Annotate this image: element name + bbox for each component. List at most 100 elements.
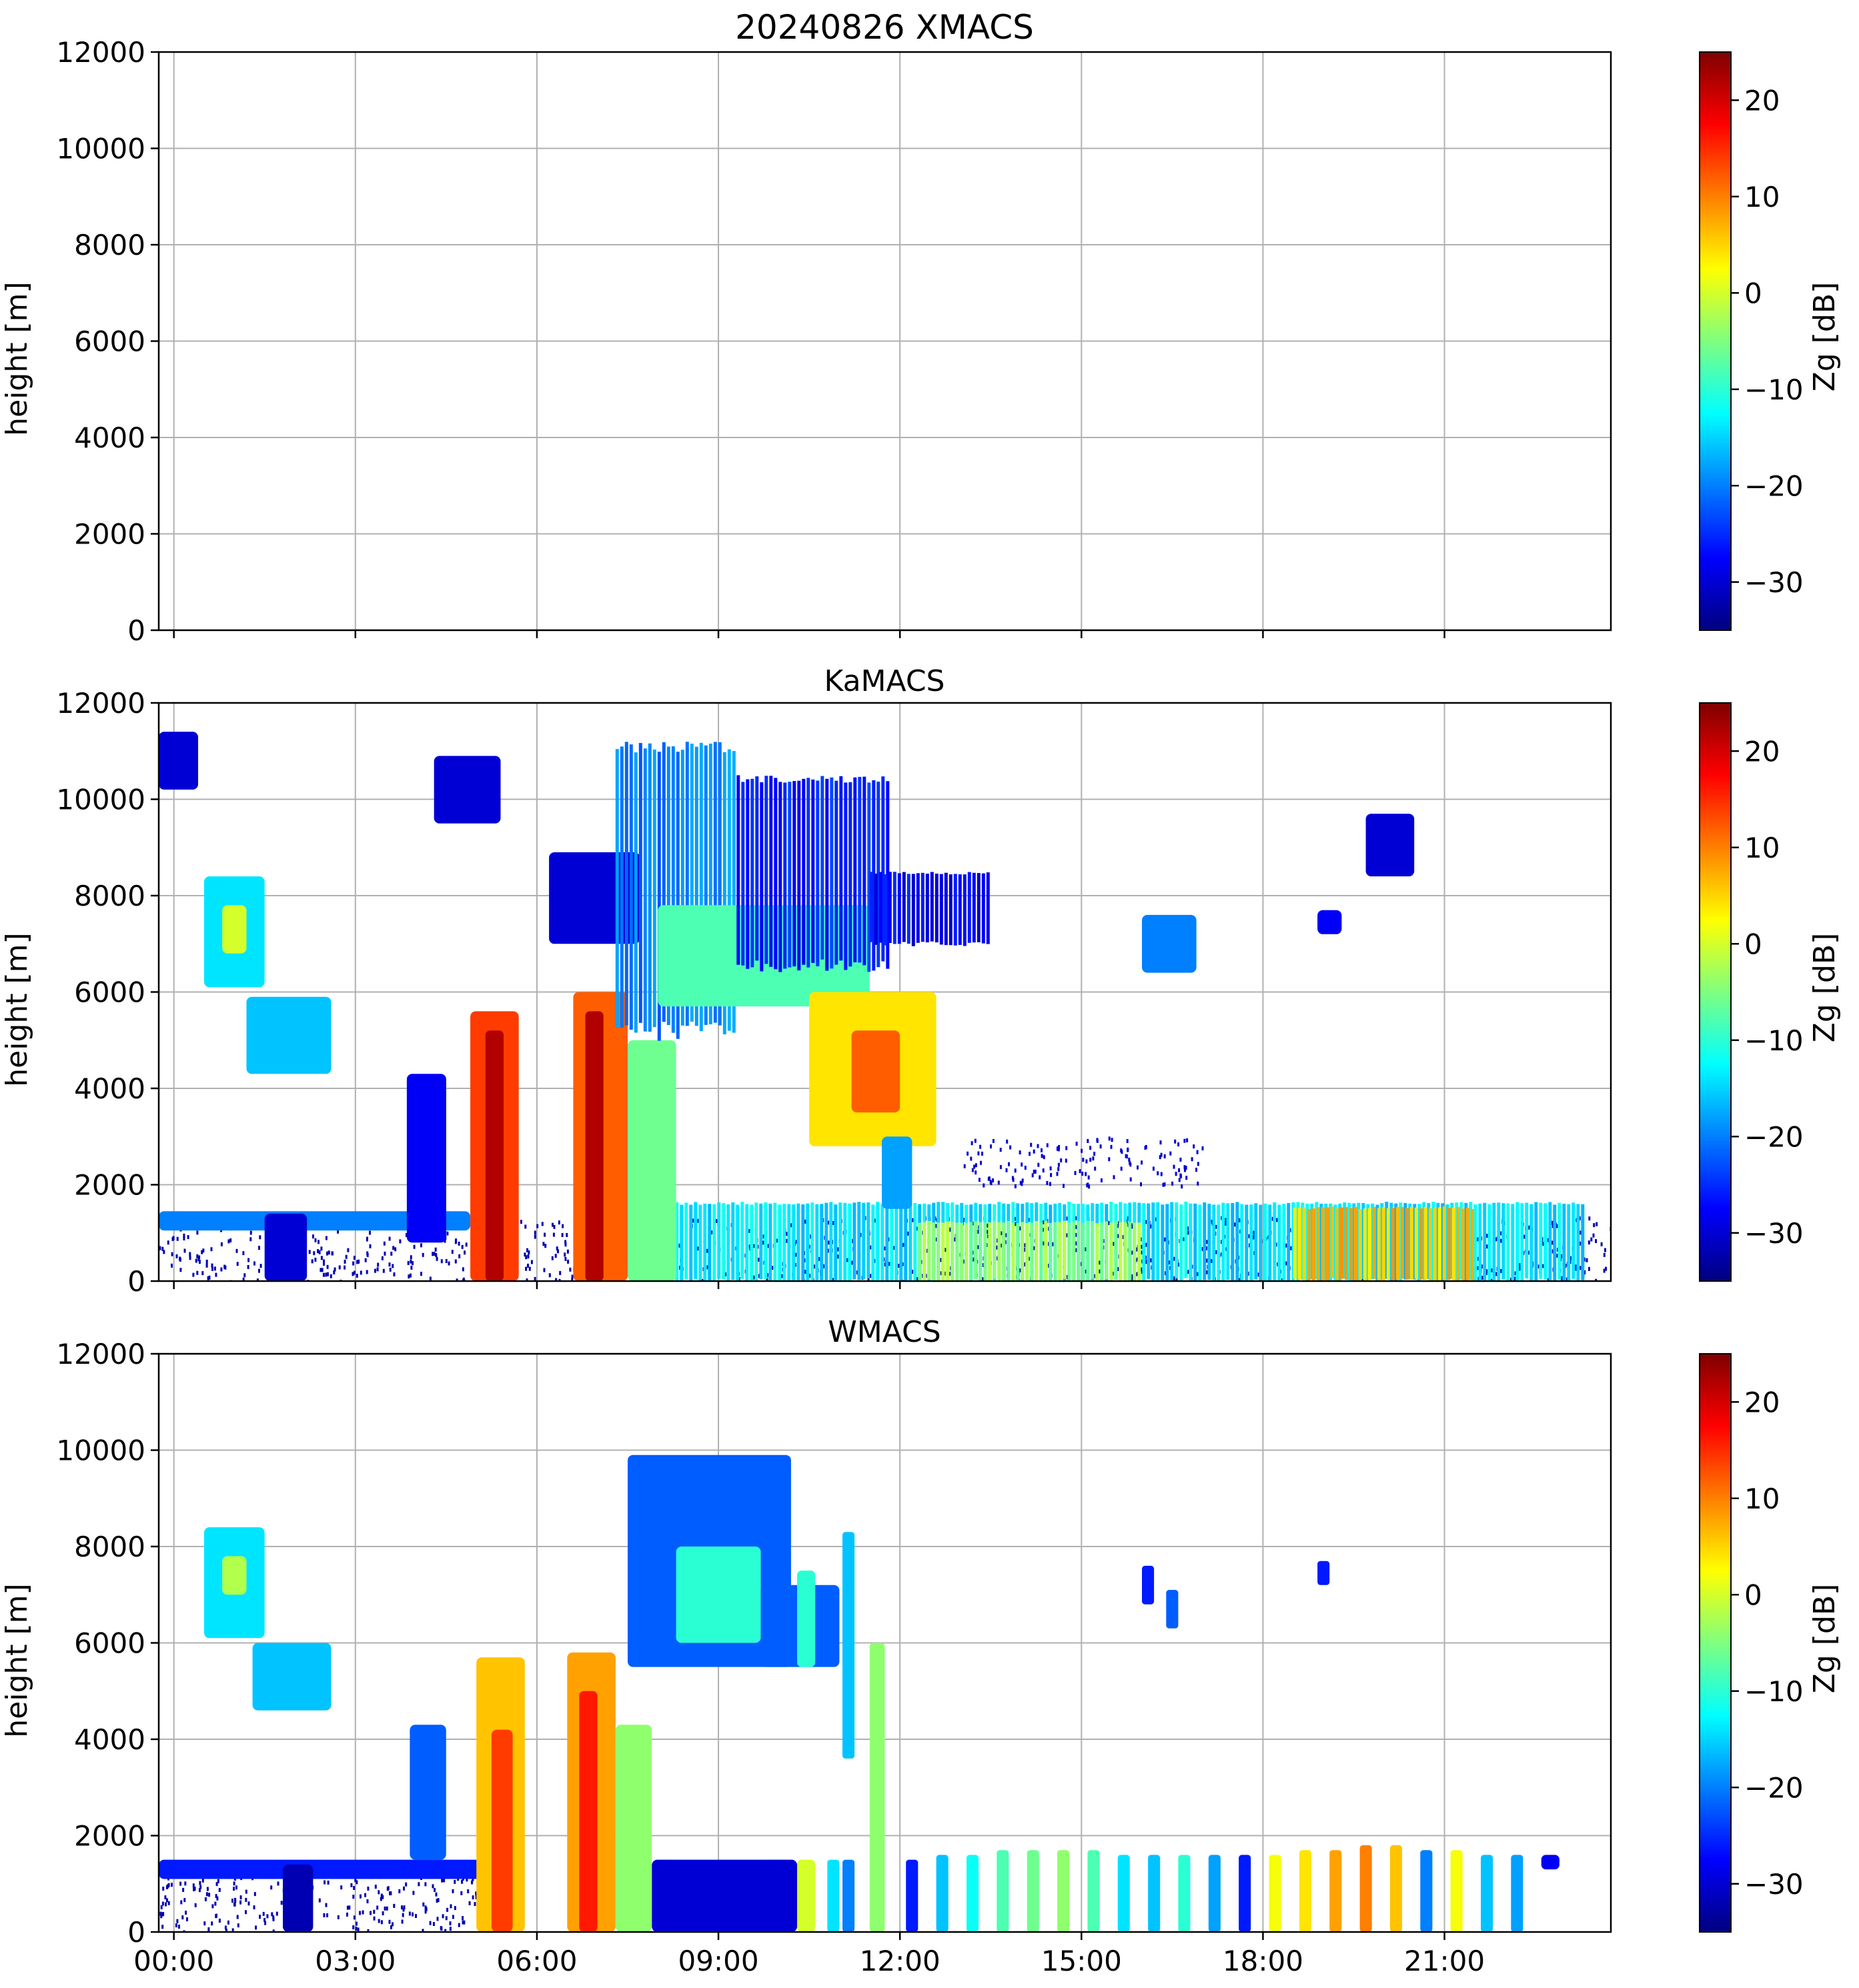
echo-speck (321, 1268, 324, 1272)
echo-speck (320, 1268, 322, 1272)
echo-speck (1556, 1224, 1558, 1228)
echo-speck (263, 1917, 266, 1922)
echo-stripe (768, 1203, 772, 1281)
echo-stripe (648, 743, 652, 1032)
echo-region (1541, 1855, 1560, 1870)
echo-stripe (1277, 1204, 1281, 1281)
y-axis-label: height [m] (0, 281, 34, 435)
echo-speck (972, 1257, 975, 1262)
echo-region (491, 1729, 513, 1932)
echo-speck (1021, 1162, 1023, 1167)
colorbar-tick-label: 0 (1744, 928, 1762, 960)
echo-speck (357, 1927, 360, 1932)
echo-speck (1049, 1166, 1052, 1170)
echo-speck (1206, 1270, 1209, 1274)
echo-stripe (717, 1202, 721, 1279)
echo-speck (530, 1260, 533, 1264)
x-tick-label: 06:00 (496, 1945, 577, 1977)
echo-speck (449, 1921, 452, 1926)
echo-speck (1225, 1218, 1227, 1222)
echo-speck (196, 1270, 199, 1275)
echo-speck (472, 1877, 474, 1881)
echo-speck (330, 1274, 332, 1278)
echo-speck (446, 1907, 449, 1912)
echo-speck (217, 1879, 219, 1883)
echo-speck (561, 1232, 564, 1237)
echo-speck (175, 1254, 178, 1258)
echo-speck (171, 1883, 173, 1887)
echo-speck (202, 1248, 205, 1253)
echo-stripe (1095, 1223, 1099, 1281)
echo-speck (460, 1891, 463, 1895)
echo-region (1148, 1855, 1161, 1932)
echo-speck (1178, 1178, 1181, 1182)
echo-speck (183, 1898, 186, 1903)
echo-speck (1075, 1248, 1078, 1252)
echo-speck (192, 1272, 195, 1277)
echo-speck (171, 1252, 173, 1256)
echo-stripe (902, 872, 906, 942)
echo-stripe (825, 778, 829, 971)
echo-speck (1588, 1216, 1591, 1221)
echo-speck (183, 1930, 185, 1932)
echo-speck (235, 1885, 237, 1890)
echo-speck (1117, 1234, 1119, 1238)
echo-speck (971, 1168, 974, 1172)
echo-stripe (1273, 1202, 1277, 1281)
echo-speck (1177, 1142, 1180, 1146)
echo-speck (195, 1258, 197, 1263)
echo-speck (1560, 1276, 1563, 1280)
echo-speck (462, 1920, 464, 1925)
echo-speck (369, 1230, 371, 1235)
echo-stripe (1483, 1202, 1487, 1281)
echo-speck (317, 1249, 320, 1254)
echo-speck (314, 1257, 317, 1262)
echo-stripe (878, 872, 882, 943)
echo-region (1299, 1850, 1311, 1932)
echo-stripe (935, 874, 939, 943)
echo-speck (1523, 1234, 1525, 1239)
echo-stripe (916, 873, 920, 943)
echo-stripe (764, 1202, 768, 1279)
echo-speck (467, 1889, 470, 1893)
echo-speck (1551, 1220, 1554, 1225)
echo-speck (520, 1220, 522, 1224)
echo-region (869, 872, 990, 946)
echo-stripe (671, 746, 675, 1033)
echo-region (936, 1855, 949, 1932)
echo-speck (916, 1276, 918, 1281)
echo-speck (405, 1882, 408, 1887)
colorbar-tick-label: 0 (1744, 1579, 1762, 1611)
echo-stripe (736, 775, 740, 965)
echo-speck (382, 1895, 384, 1899)
echo-speck (352, 1261, 355, 1266)
echo-stripe (759, 1203, 763, 1279)
echo-stripe (1501, 1203, 1505, 1280)
echo-stripe (736, 1204, 740, 1281)
echo-region (159, 1874, 490, 1932)
echo-speck (346, 1905, 349, 1910)
echo-speck (1224, 1222, 1227, 1226)
echo-stripe (1268, 1204, 1272, 1281)
echo-speck (1193, 1144, 1195, 1149)
echo-speck (266, 1914, 269, 1919)
echo-speck (220, 1242, 223, 1246)
echo-speck (1011, 1176, 1014, 1180)
echo-speck (253, 1905, 255, 1910)
echo-speck (318, 1250, 321, 1254)
x-tick-label: 09:00 (678, 1945, 759, 1977)
echo-speck (1098, 1260, 1101, 1265)
echo-stripe (1572, 1202, 1576, 1279)
echo-speck (218, 1919, 221, 1923)
echo-speck (410, 1273, 412, 1278)
echo-speck (1257, 1272, 1260, 1277)
echo-speck (1499, 1268, 1502, 1273)
echo-speck (527, 1254, 530, 1259)
echo-speck (179, 1268, 182, 1272)
echo-speck (377, 1262, 380, 1267)
echo-speck (1030, 1142, 1033, 1147)
echo-speck (401, 1919, 404, 1924)
echo-speck (1140, 1182, 1142, 1186)
echo-speck (1120, 1166, 1123, 1171)
echo-speck (1191, 1157, 1193, 1162)
